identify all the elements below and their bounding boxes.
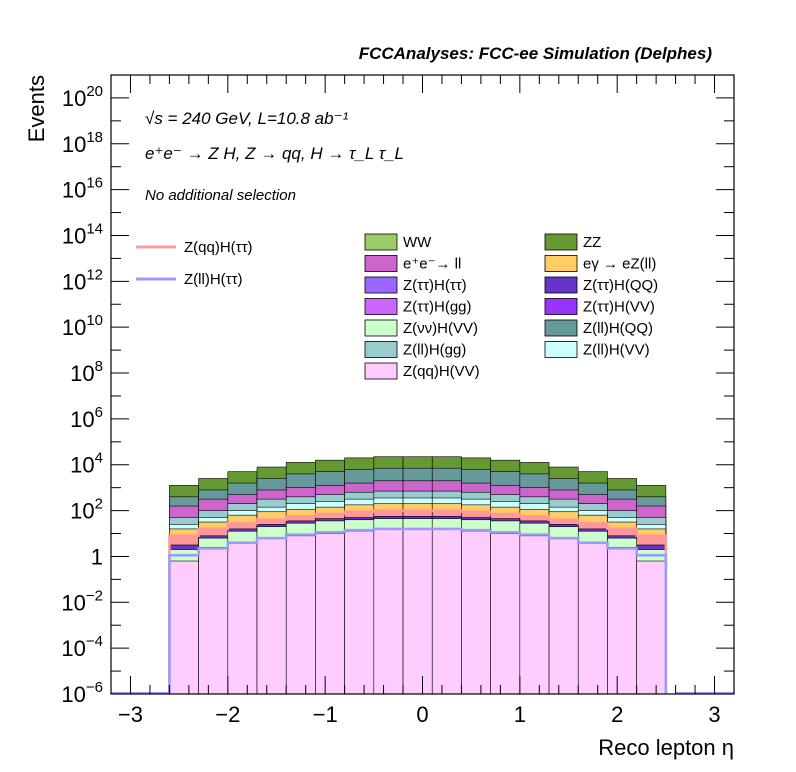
selection-annotation: No additional selection: [145, 187, 296, 204]
y-tick-label: 10−2: [61, 587, 103, 615]
legend-label: Z(ττ)H(ττ): [403, 277, 467, 294]
y-tick-label: 102: [70, 496, 103, 524]
x-tick-label: −2: [215, 702, 240, 727]
y-tick-label: 106: [70, 404, 103, 432]
legend-label: Z(ττ)H(gg): [403, 299, 472, 316]
legend-label: Z(qq)H(ττ): [184, 239, 253, 256]
process-annotation: e⁺e⁻ → Z H, Z → qq, H → τ_L τ_L: [145, 144, 404, 163]
y-tick-label: 1010: [62, 312, 103, 340]
stack-bar: [548, 537, 579, 695]
legend-swatch: [364, 298, 398, 315]
stack-bar: [402, 528, 433, 695]
stack-bar: [344, 530, 375, 695]
stack-bar: [607, 546, 637, 695]
stack-bar: [636, 560, 667, 695]
stack-bar: [315, 533, 345, 695]
y-tick-label: 1018: [62, 129, 103, 157]
y-tick-label: 108: [70, 358, 103, 386]
legend-swatch: [364, 341, 398, 358]
energy-annotation: √s = 240 GeV, L=10.8 ab⁻¹: [145, 109, 349, 128]
legend-label: eγ → eZ(ll): [583, 256, 656, 273]
y-tick-label: 10−4: [61, 633, 103, 661]
stack-bar: [490, 533, 521, 695]
legend-swatch: [364, 319, 398, 337]
stack-bar: [256, 537, 287, 695]
legend-swatch: [364, 255, 398, 272]
x-tick-label: 2: [611, 702, 623, 727]
y-tick-label: 1012: [62, 266, 103, 294]
legend-swatch: [364, 362, 398, 380]
x-tick-label: −1: [313, 702, 338, 727]
y-tick-label: 1020: [62, 83, 103, 111]
legend-label: WW: [403, 234, 432, 251]
stack-layer-0: [169, 528, 667, 695]
y-tick-label: 1014: [62, 220, 103, 248]
legend-label: Z(ττ)H(VV): [583, 299, 655, 316]
x-tick-label: −3: [118, 702, 143, 727]
legend-label: Z(ll)H(gg): [403, 342, 466, 359]
stack-bar: [519, 535, 550, 695]
legend-swatch: [544, 233, 578, 251]
stack-group: [169, 456, 667, 695]
stack-bar: [169, 560, 199, 695]
y-tick-label: 104: [70, 450, 103, 478]
legend-swatch: [544, 298, 578, 315]
stack-bar: [373, 528, 404, 695]
legend-label: Z(qq)H(VV): [403, 363, 480, 380]
stack-bar: [227, 542, 258, 695]
signal-line-0: [168, 509, 668, 694]
legend-label: Z(ll)H(ττ): [184, 271, 243, 288]
legend-swatch: [364, 233, 398, 251]
legend-label: Z(ll)H(VV): [583, 342, 650, 359]
stack-bar: [577, 542, 608, 695]
stack-bar: [461, 530, 491, 695]
legend-label: Z(ll)H(QQ): [583, 320, 653, 337]
stack-bar: [285, 535, 316, 695]
axes-group: −3 −2 −1 0 1 2 3 10−6 10−4 10−2 1 102 104 106 108 1010 1…: [61, 74, 735, 727]
x-axis-title: Reco lepton η: [598, 735, 734, 760]
legend-swatch: [544, 276, 578, 294]
x-tick-label: 0: [416, 702, 428, 727]
y-tick-label: 10−6: [61, 679, 103, 707]
y-axis-title: Events: [24, 75, 49, 142]
legend-swatch: [544, 319, 578, 337]
y-tick-label: 1: [91, 544, 103, 569]
legend-label: ZZ: [583, 234, 601, 251]
legend-label: Z(νν)H(VV): [403, 320, 478, 337]
legend-swatch: [544, 255, 578, 272]
legend: Z(qq)H(ττ) Z(ll)H(ττ) WW ZZ e⁺e⁻→ ll eγ → eZ(…: [136, 233, 658, 380]
y-tick-label: 1016: [62, 175, 103, 203]
header-title: FCCAnalyses: FCC-ee Simulation (Delphes): [359, 44, 713, 63]
legend-swatch: [364, 276, 398, 294]
stack-bar: [431, 528, 462, 695]
stack-bar: [198, 546, 229, 695]
legend-label: Z(ττ)H(QQ): [583, 277, 658, 294]
x-tick-label: 3: [708, 702, 720, 727]
legend-label: e⁺e⁻→ ll: [403, 256, 461, 273]
legend-swatch: [544, 341, 578, 358]
signal-line-1: [168, 527, 668, 694]
signal-lines-group: [111, 509, 734, 694]
x-tick-label: 1: [514, 702, 526, 727]
